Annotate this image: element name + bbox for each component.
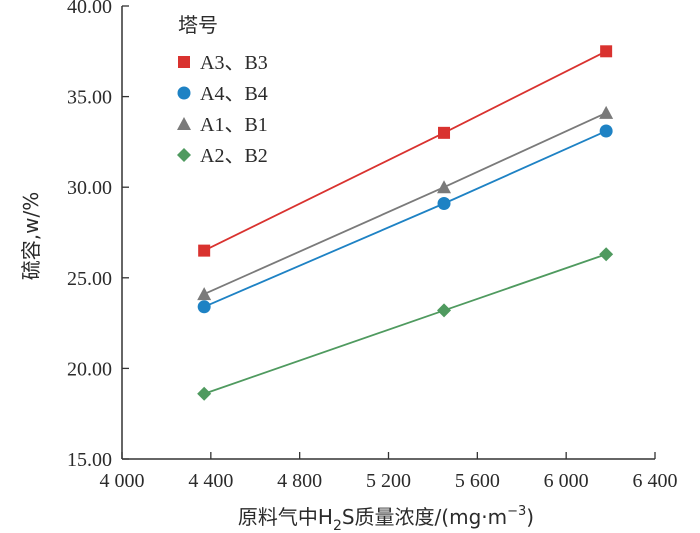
data-point <box>198 244 211 257</box>
series-line <box>203 112 607 295</box>
ticks: 4 000 4 400 4 800 5 200 5 600 6 000 6 400 15.00… <box>67 0 678 492</box>
legend-label: A2、B2 <box>200 145 268 167</box>
x-tick-label: 5 200 <box>366 470 411 492</box>
data-point <box>438 126 451 139</box>
x-axis-title-end: ) <box>526 505 534 529</box>
data-point <box>197 287 212 301</box>
y-tick-label: 40.00 <box>67 0 112 18</box>
data-point <box>437 303 452 318</box>
x-axis-title-rest: S质量浓度/(mg·m <box>342 505 507 529</box>
legend-title: 塔号 <box>178 13 218 37</box>
legend-marker <box>177 117 191 130</box>
x-tick-label: 4 800 <box>277 470 322 492</box>
series-markers <box>197 45 614 401</box>
y-tick-label: 30.00 <box>67 177 112 199</box>
legend-label: A3、B3 <box>200 52 268 74</box>
data-point <box>197 386 212 401</box>
y-axis-title: 硫容,w/% <box>19 192 43 280</box>
x-tick-label: 6 000 <box>544 470 589 492</box>
data-point <box>197 300 211 314</box>
x-axis-title-sub: 2 <box>333 518 342 533</box>
y-tick-label: 25.00 <box>67 268 112 290</box>
legend-label: A1、B1 <box>200 114 268 136</box>
data-point <box>600 45 613 58</box>
x-axis-title: 原料气中H2S质量浓度/(mg·m−3) <box>238 504 534 533</box>
x-tick-label: 4 000 <box>100 470 145 492</box>
legend-marker <box>178 56 190 68</box>
legend-marker <box>177 86 191 100</box>
data-point <box>599 105 614 119</box>
x-axis-title-main: 原料气中H <box>238 505 333 529</box>
x-tick-label: 5 600 <box>455 470 500 492</box>
data-point <box>437 197 451 211</box>
data-point <box>437 180 452 194</box>
y-tick-label: 20.00 <box>67 358 112 380</box>
y-tick-label: 35.00 <box>67 87 112 109</box>
series-line <box>203 253 607 395</box>
y-tick-label: 15.00 <box>67 449 112 471</box>
legend-marker <box>177 148 191 162</box>
x-axis-title-sup: −3 <box>507 504 526 519</box>
legend: 塔号 A3、B3 A4、B4 A1、B1 A2、B2 <box>177 13 268 167</box>
data-point <box>599 247 614 262</box>
data-point <box>599 124 613 138</box>
legend-items: A3、B3 A4、B4 A1、B1 A2、B2 <box>177 52 268 167</box>
x-tick-label: 6 400 <box>633 470 678 492</box>
legend-label: A4、B4 <box>200 83 268 105</box>
x-tick-label: 4 400 <box>188 470 233 492</box>
